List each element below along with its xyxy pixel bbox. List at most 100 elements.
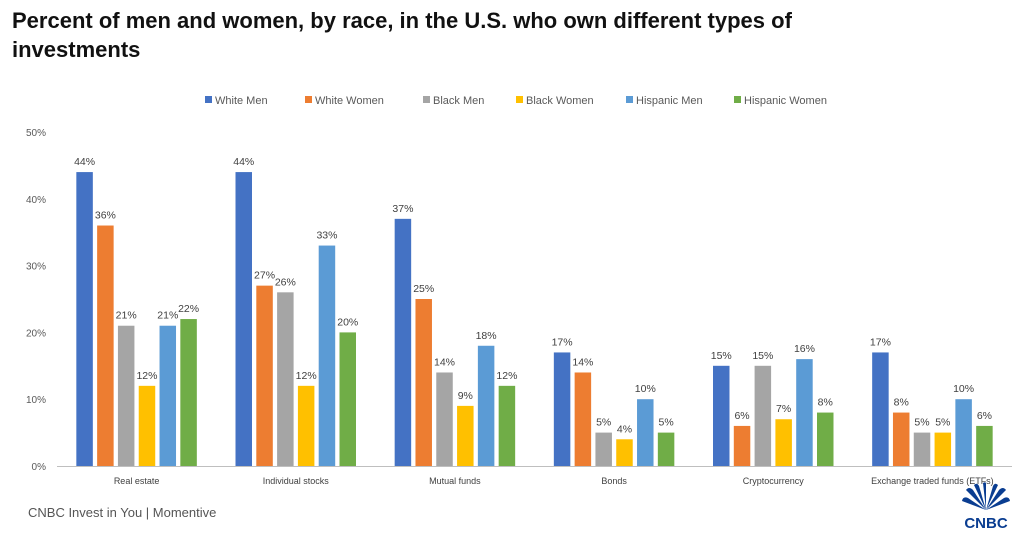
bar [913,432,931,466]
data-label: 44% [233,156,254,168]
data-label: 12% [296,370,317,382]
y-tick-label: 50% [26,128,46,139]
bar [817,412,834,466]
data-label: 8% [894,397,909,409]
data-label: 33% [316,230,337,242]
legend-swatch [205,96,212,103]
data-label: 27% [254,270,275,282]
source-note: CNBC Invest in You | Momentive [28,505,217,520]
data-label: 14% [572,356,593,368]
bar [138,385,156,466]
data-label: 10% [635,383,656,395]
bar [872,352,889,466]
data-label: 5% [596,417,611,429]
legend-swatch [626,96,633,103]
bar [159,325,177,466]
x-tick-label: Bonds [601,476,627,486]
legend-swatch [516,96,523,103]
bar [457,405,474,466]
data-label: 17% [552,336,573,348]
bar [657,432,675,466]
bar [892,412,910,466]
bar [180,319,197,466]
legend-label: Black Men [433,95,484,107]
data-label: 12% [136,370,157,382]
legend-label: White Men [215,95,268,107]
bar [955,399,972,466]
legend-swatch [305,96,312,103]
bar [754,365,772,466]
bar [394,218,412,466]
legend-swatch [423,96,430,103]
x-tick-label: Real estate [114,476,160,486]
peacock-feathers [962,482,1010,510]
data-label: 22% [178,303,199,315]
bar [574,372,592,466]
bar [637,399,654,466]
bar [775,419,792,466]
legend-label: Black Women [526,95,594,107]
bar [477,345,495,466]
bar [297,385,315,466]
data-label: 25% [413,283,434,295]
bar [934,432,952,466]
x-tick-label: Individual stocks [263,476,330,486]
y-tick-label: 0% [32,462,47,473]
data-label: 4% [617,423,632,435]
data-label: 5% [914,417,929,429]
legend-label: Hispanic Men [636,95,703,107]
logo-text: CNBC [964,515,1007,532]
bar [796,359,813,466]
data-label: 44% [74,156,95,168]
y-tick-label: 40% [26,195,46,206]
data-label: 6% [734,410,749,422]
x-tick-label: Exchange traded funds (ETFs) [871,476,994,486]
bar [553,352,571,466]
legend-swatch [734,96,741,103]
data-label: 9% [458,390,473,402]
bar [976,425,993,466]
data-label: 5% [658,417,673,429]
bar [235,172,252,466]
data-label: 7% [776,403,791,415]
bar [616,439,633,466]
data-label: 36% [95,210,116,222]
cnbc-peacock-logo: CNBC [962,482,1010,532]
bar [277,292,294,466]
bar [415,299,432,466]
bar [733,425,751,466]
bar [117,325,135,466]
data-label: 16% [794,343,815,355]
bar [318,245,336,466]
y-tick-label: 20% [26,328,46,339]
data-label: 15% [752,350,773,362]
bar [97,225,114,466]
bar [256,285,273,466]
bar [713,365,730,466]
data-label: 14% [434,356,455,368]
bar [339,332,356,466]
bar [436,372,453,466]
y-tick-label: 10% [26,395,46,406]
data-label: 26% [275,276,296,288]
data-label: 17% [870,336,891,348]
data-label: 18% [476,330,497,342]
bar [595,432,612,466]
data-label: 6% [977,410,992,422]
chart-title: Percent of men and women, by race, in th… [12,8,792,62]
data-label: 20% [337,316,358,328]
y-tick-label: 30% [26,262,46,273]
x-tick-label: Mutual funds [429,476,481,486]
data-label: 8% [818,397,833,409]
data-label: 12% [496,370,517,382]
data-label: 5% [935,417,950,429]
data-label: 10% [953,383,974,395]
data-label: 21% [157,310,178,322]
bar [498,385,516,466]
bar [76,172,93,466]
legend-label: White Women [315,95,384,107]
x-tick-label: Cryptocurrency [743,476,805,486]
data-label: 15% [711,350,732,362]
data-label: 37% [392,203,413,215]
